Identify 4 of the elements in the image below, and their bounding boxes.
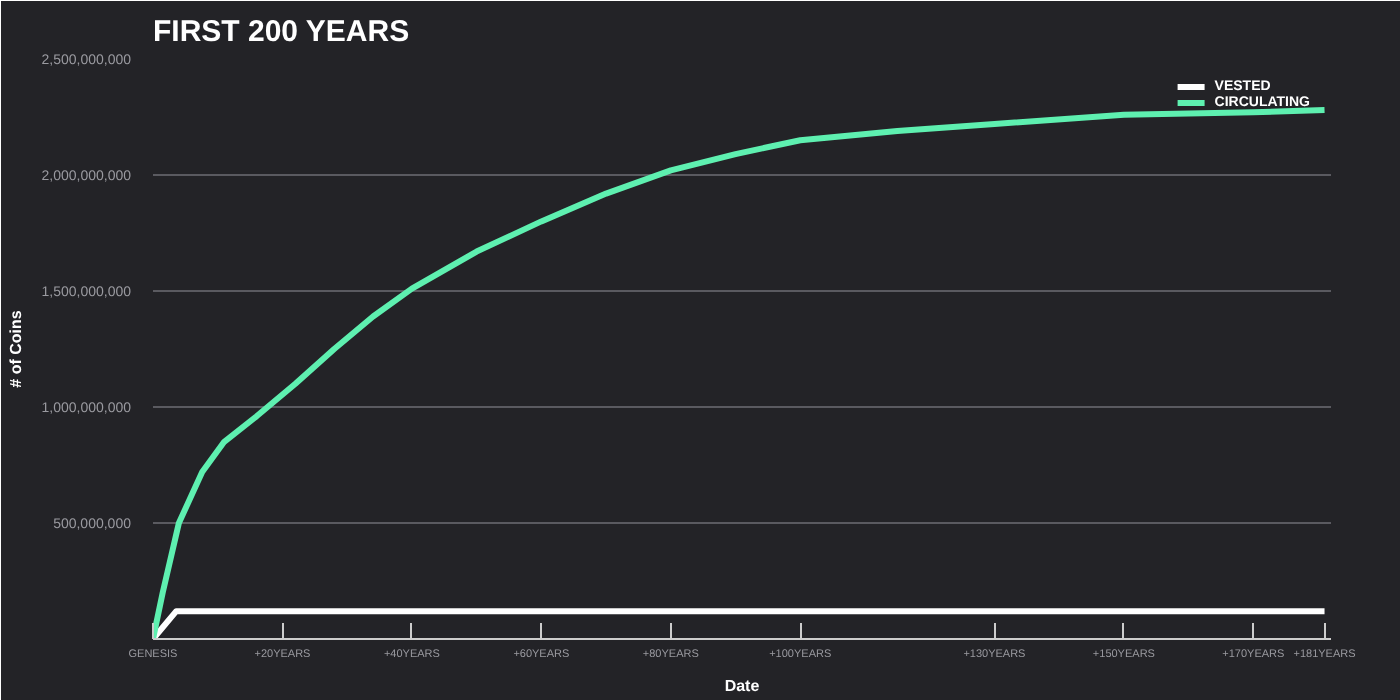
x-axis-title: Date <box>724 677 761 695</box>
y-axis-title: # of Coins <box>7 309 26 388</box>
line-series <box>153 107 1328 639</box>
chart-title: FIRST 200 YEARS <box>153 15 410 49</box>
